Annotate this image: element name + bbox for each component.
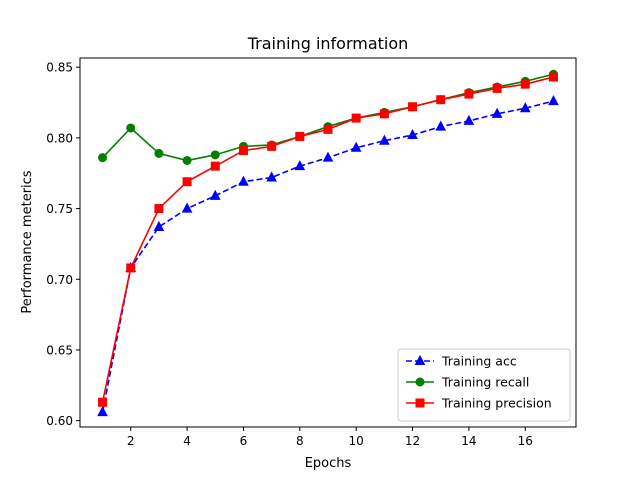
point-training-recall-1 xyxy=(98,153,108,163)
y-axis-label: Performance meterics xyxy=(20,170,35,313)
point-training-acc-12 xyxy=(407,128,418,140)
point-training-acc-7 xyxy=(266,171,277,182)
y-tick-label-0.80: 0.80 xyxy=(46,131,73,145)
x-tick-label-8: 8 xyxy=(296,434,304,448)
point-training-precision-17 xyxy=(548,72,558,82)
point-training-recall-5 xyxy=(210,150,220,160)
point-training-precision-5 xyxy=(210,161,220,171)
x-tick-label-16: 16 xyxy=(518,434,533,448)
point-training-acc-5 xyxy=(209,189,221,200)
axis-ticks: 2 4 6 8 10 12 14 16 0.60 0.65 0.70 0.75 0.80 0.85 xyxy=(46,61,533,448)
point-training-precision-2 xyxy=(126,263,136,273)
y-tick-label-0.75: 0.75 xyxy=(46,202,73,216)
y-tick-label-0.60: 0.60 xyxy=(46,414,73,428)
x-tick-label-4: 4 xyxy=(183,434,191,448)
point-training-acc-11 xyxy=(379,134,390,145)
point-training-precision-7 xyxy=(267,141,277,151)
point-training-acc-6 xyxy=(238,175,249,186)
point-training-precision-15 xyxy=(492,83,502,93)
point-training-precision-11 xyxy=(379,109,389,119)
point-training-acc-9 xyxy=(322,151,334,162)
point-training-precision-3 xyxy=(154,204,164,214)
point-training-precision-12 xyxy=(408,102,418,112)
legend-label-training-recall: Training recall xyxy=(441,375,529,390)
legend-box xyxy=(397,348,571,422)
point-training-precision-16 xyxy=(520,79,530,89)
x-tick-label-12: 12 xyxy=(405,434,420,448)
legend-label-training-precision: Training precision xyxy=(441,396,552,411)
point-training-precision-1 xyxy=(98,397,108,407)
chart-title: Training information xyxy=(247,34,409,53)
point-training-precision-14 xyxy=(464,89,474,99)
point-training-acc-10 xyxy=(350,141,362,152)
point-training-acc-17 xyxy=(548,95,559,106)
x-tick-label-2: 2 xyxy=(127,434,135,448)
point-training-acc-3 xyxy=(153,220,165,231)
point-training-acc-16 xyxy=(519,102,531,113)
point-training-precision-9 xyxy=(323,124,333,134)
point-training-precision-10 xyxy=(351,113,361,123)
point-training-recall-4 xyxy=(182,156,192,165)
y-tick-label-0.70: 0.70 xyxy=(46,273,73,287)
legend-label-training-acc: Training acc xyxy=(441,354,517,369)
x-tick-label-14: 14 xyxy=(461,434,476,448)
point-training-acc-14 xyxy=(463,114,475,125)
point-training-acc-15 xyxy=(491,107,503,118)
point-training-recall-3 xyxy=(154,148,164,158)
legend-marker-training-precision xyxy=(415,398,425,408)
point-training-precision-4 xyxy=(182,177,192,187)
x-axis-label: Epochs xyxy=(305,456,352,471)
legend: Training acc Training recall Training prec… xyxy=(397,348,571,422)
x-tick-label-10: 10 xyxy=(349,434,364,448)
point-training-acc-13 xyxy=(435,120,447,131)
legend-marker-training-recall xyxy=(415,377,425,387)
x-tick-label-6: 6 xyxy=(240,434,248,448)
point-training-precision-8 xyxy=(295,131,305,141)
point-training-acc-1 xyxy=(97,406,108,417)
point-training-acc-8 xyxy=(294,160,306,171)
y-tick-label-0.85: 0.85 xyxy=(46,61,73,75)
point-training-recall-2 xyxy=(126,123,136,133)
point-training-precision-13 xyxy=(436,95,446,105)
axes-frame xyxy=(79,57,577,428)
legend-marker-training-acc xyxy=(414,354,426,365)
plot-area xyxy=(97,69,559,417)
point-training-precision-6 xyxy=(238,146,248,156)
point-training-acc-4 xyxy=(181,202,193,213)
y-tick-label-0.65: 0.65 xyxy=(46,343,73,357)
